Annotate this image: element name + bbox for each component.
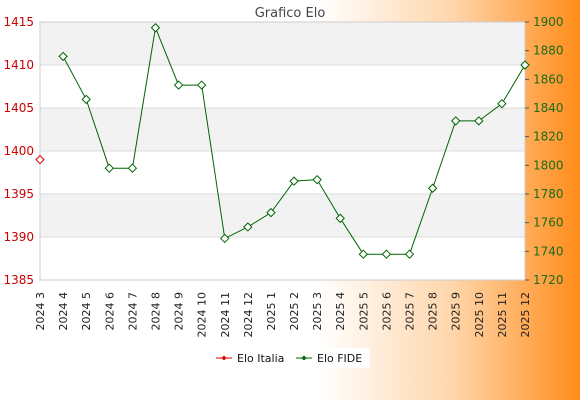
plot-band [40,151,525,194]
elo-fide-point [150,23,161,33]
x-tick-label: 2025 8 [427,292,440,331]
right-axis: 1720 1740 1760 1780 1800 1820 1840 1860 1880 1900 [525,15,564,287]
plot-bands [40,22,525,280]
right-tick-label: 1880 [533,44,564,58]
elo-fide-point [404,249,415,259]
legend: Elo Italia Elo FIDE [210,348,370,368]
elo-fide-point [520,60,530,70]
x-tick-label: 2024 7 [126,292,139,331]
right-tick-label: 1720 [533,273,564,287]
x-tick-label: 2025 7 [404,292,417,331]
elo-fide-point [266,207,276,218]
right-tick-label: 1780 [533,187,564,201]
x-tick-label: 2025 2 [288,292,301,331]
elo-fide-point [427,183,438,193]
series-points [35,23,530,259]
elo-fide-point [81,94,91,105]
right-tick-label: 1860 [533,72,564,86]
x-tick-label: 2024 12 [242,292,255,338]
elo-fide-point [104,163,114,173]
elo-fide-point [58,51,68,62]
x-tick-label: 2025 1 [265,292,278,331]
elo-fide-point [243,222,253,232]
x-tick-label: 2025 4 [334,292,347,331]
right-tick-label: 1900 [533,15,564,29]
elo-fide-point [358,249,369,259]
x-tick-label: 2025 10 [473,292,486,338]
legend-swatch-elo-fide-marker [301,355,307,361]
x-tick-label: 2024 10 [196,292,209,338]
plot-band [40,108,525,151]
left-tick-label: 1385 [3,273,34,287]
x-tick-label: 2025 5 [357,292,370,331]
legend-swatch-elo-italia-marker [221,355,227,361]
elo-fide-point [196,80,207,90]
right-tick-label: 1820 [533,130,564,144]
plot-band [40,194,525,237]
elo-fide-point [497,98,507,109]
x-tick-label: 2024 5 [80,292,93,331]
elo-fide-point [451,116,461,126]
right-tick-label: 1760 [533,216,564,230]
x-tick-label: 2025 11 [496,292,509,338]
elo-fide-point [335,213,345,224]
plot-band [40,22,525,65]
right-tick-label: 1740 [533,244,564,258]
x-tick-label: 2025 9 [450,292,463,331]
left-tick-label: 1400 [3,144,34,158]
x-tick-label: 2025 6 [380,292,393,331]
x-tick-label: 2024 8 [149,292,162,331]
x-tick-label: 2025 12 [519,292,532,338]
left-tick-label: 1390 [3,230,34,244]
left-tick-label: 1410 [3,58,34,72]
left-tick-label: 1395 [3,187,34,201]
elo-fide-point [289,176,299,186]
legend-label-elo-italia: Elo Italia [237,352,284,365]
plot-frame [39,21,526,281]
legend-label-elo-fide: Elo FIDE [317,352,362,365]
plot-band [40,237,525,280]
elo-fide-point [474,116,484,126]
x-tick-label: 2025 3 [311,292,324,331]
x-tick-label: 2024 3 [34,292,47,331]
x-tick-label: 2024 6 [103,292,116,331]
left-tick-label: 1405 [3,101,34,115]
legend-box [210,348,370,368]
left-tick-label: 1415 [3,15,34,29]
right-tick-label: 1840 [533,101,564,115]
elo-italia-point [35,154,45,165]
right-tick-label: 1800 [533,158,564,172]
elo-fide-point [127,163,138,173]
x-tick-label: 2024 11 [219,292,232,338]
plot-band [40,65,525,108]
left-axis: 1385 1390 1395 1400 1405 1410 1415 [3,15,34,287]
x-tick-label: 2024 4 [57,292,70,331]
elo-fide-point [173,80,184,90]
elo-fide-point [381,249,392,259]
elo-fide-point [220,233,230,244]
x-tick-label: 2024 9 [173,292,186,331]
elo-fide-point [312,174,322,185]
chart-title: Grafico Elo [255,6,326,21]
x-axis: 2024 3 2024 4 2024 5 2024 6 2024 7 2024 8 2024… [34,292,532,338]
